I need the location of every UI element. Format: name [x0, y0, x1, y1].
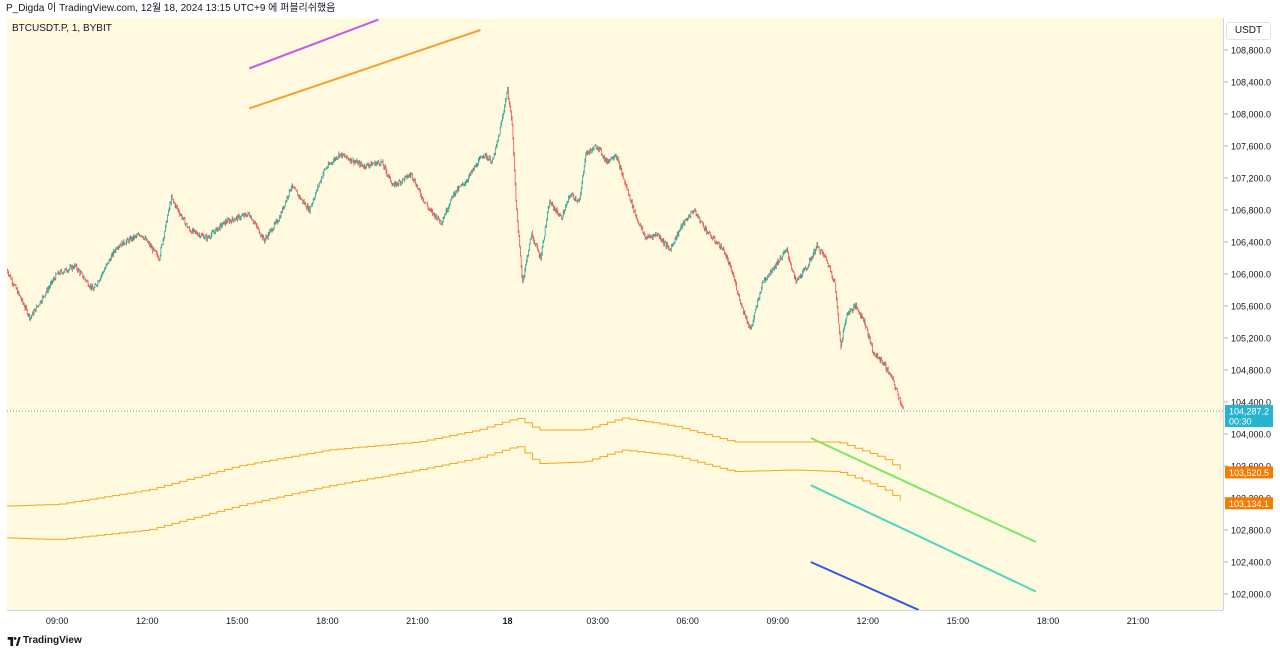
chart-canvas[interactable]	[7, 18, 1223, 610]
publish-info: P_Digda 이 TradingView.com, 12월 18, 2024 …	[6, 3, 336, 14]
left-margin	[0, 18, 7, 630]
time-tick-label: 15:00	[226, 616, 249, 626]
price-tick-label: 106,400.0	[1231, 238, 1271, 248]
band-value-badge	[1225, 466, 1273, 479]
trend-line	[810, 484, 1037, 593]
price-tick-label: 105,200.0	[1231, 334, 1271, 344]
trend-line	[810, 561, 920, 610]
current-price-badge	[1225, 405, 1273, 428]
price-tick-label: 108,800.0	[1231, 46, 1271, 56]
publish-header: P_Digda 이 TradingView.com, 12월 18, 2024 …	[0, 0, 1280, 18]
price-tick-label: 108,400.0	[1231, 78, 1271, 88]
time-tick-label: 15:00	[947, 616, 970, 626]
price-tick-label: 105,600.0	[1231, 302, 1271, 312]
time-tick-label: 18:00	[316, 616, 339, 626]
price-tick-label: 102,400.0	[1231, 558, 1271, 568]
price-tick-label: 102,000.0	[1231, 590, 1271, 600]
price-tick-label: 108,000.0	[1231, 110, 1271, 120]
price-axis-svg: 102,000.0102,400.0102,800.0103,200.0103,…	[1224, 46, 1273, 600]
right-margin	[1273, 18, 1280, 630]
price-tick-label: 104,400.0	[1231, 398, 1271, 408]
price-tick-label: 102,800.0	[1231, 526, 1271, 536]
trend-line	[810, 437, 1037, 543]
price-tick-label: 107,600.0	[1231, 142, 1271, 152]
time-tick-label: 21:00	[406, 616, 429, 626]
time-tick-label: 12:00	[136, 616, 159, 626]
tradingview-logo-icon	[7, 637, 21, 646]
countdown-label: 00:30	[1229, 417, 1252, 427]
band-value-label: 103,520.5	[1229, 468, 1269, 478]
time-tick-label: 09:00	[766, 616, 789, 626]
price-tick-label: 104,800.0	[1231, 366, 1271, 376]
candles-group	[7, 86, 904, 410]
price-tick-label: 106,800.0	[1231, 206, 1271, 216]
price-tick-label: 107,200.0	[1231, 174, 1271, 184]
band-value-badge	[1225, 497, 1273, 510]
band-value-label: 103,134.1	[1229, 499, 1269, 509]
price-tick-label: 106,000.0	[1231, 270, 1271, 280]
time-tick-label: 03:00	[586, 616, 609, 626]
price-tick-label: 104,000.0	[1231, 430, 1271, 440]
current-price-label: 104,287.2	[1229, 407, 1269, 417]
footer	[0, 630, 1280, 654]
band-series-line	[7, 446, 901, 540]
time-tick-label: 06:00	[676, 616, 699, 626]
time-axis[interactable]: 09:00 12:00 15:00 18:00 21:00 18 03:00 06:00 09:…	[7, 610, 1223, 631]
trend-line	[248, 18, 379, 70]
currency-selector[interactable]: USDT	[1226, 22, 1271, 40]
time-tick-label: 18	[503, 616, 513, 626]
time-tick-label: 12:00	[857, 616, 880, 626]
band-series-line	[7, 417, 901, 507]
footer-brand: TradingView	[23, 635, 82, 646]
chart-svg[interactable]	[7, 18, 1223, 610]
symbol-label[interactable]: BTCUSDT.P, 1, BYBIT	[12, 23, 112, 34]
time-axis-svg: 09:00 12:00 15:00 18:00 21:00 18 03:00 06:00 09:…	[46, 616, 1150, 626]
time-tick-label: 09:00	[46, 616, 69, 626]
time-tick-label: 21:00	[1127, 616, 1150, 626]
trend-line	[248, 29, 481, 110]
time-tick-label: 18:00	[1037, 616, 1060, 626]
price-axis[interactable]: 102,000.0102,400.0102,800.0103,200.0103,…	[1223, 18, 1274, 610]
